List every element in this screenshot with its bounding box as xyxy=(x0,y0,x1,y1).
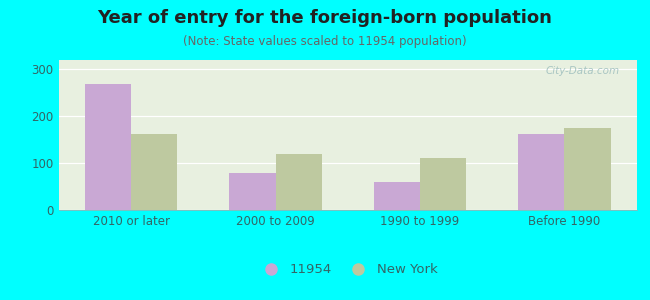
Legend: 11954, New York: 11954, New York xyxy=(253,258,443,281)
Bar xyxy=(84,84,131,210)
Text: Year of entry for the foreign-born population: Year of entry for the foreign-born popul… xyxy=(98,9,552,27)
Bar xyxy=(131,134,177,210)
Bar xyxy=(374,182,420,210)
Bar xyxy=(420,158,466,210)
Text: (Note: State values scaled to 11954 population): (Note: State values scaled to 11954 popu… xyxy=(183,34,467,47)
Bar xyxy=(564,128,611,210)
Bar xyxy=(518,134,564,210)
Bar xyxy=(229,173,276,210)
Text: City-Data.com: City-Data.com xyxy=(545,66,619,76)
Bar xyxy=(276,154,322,210)
